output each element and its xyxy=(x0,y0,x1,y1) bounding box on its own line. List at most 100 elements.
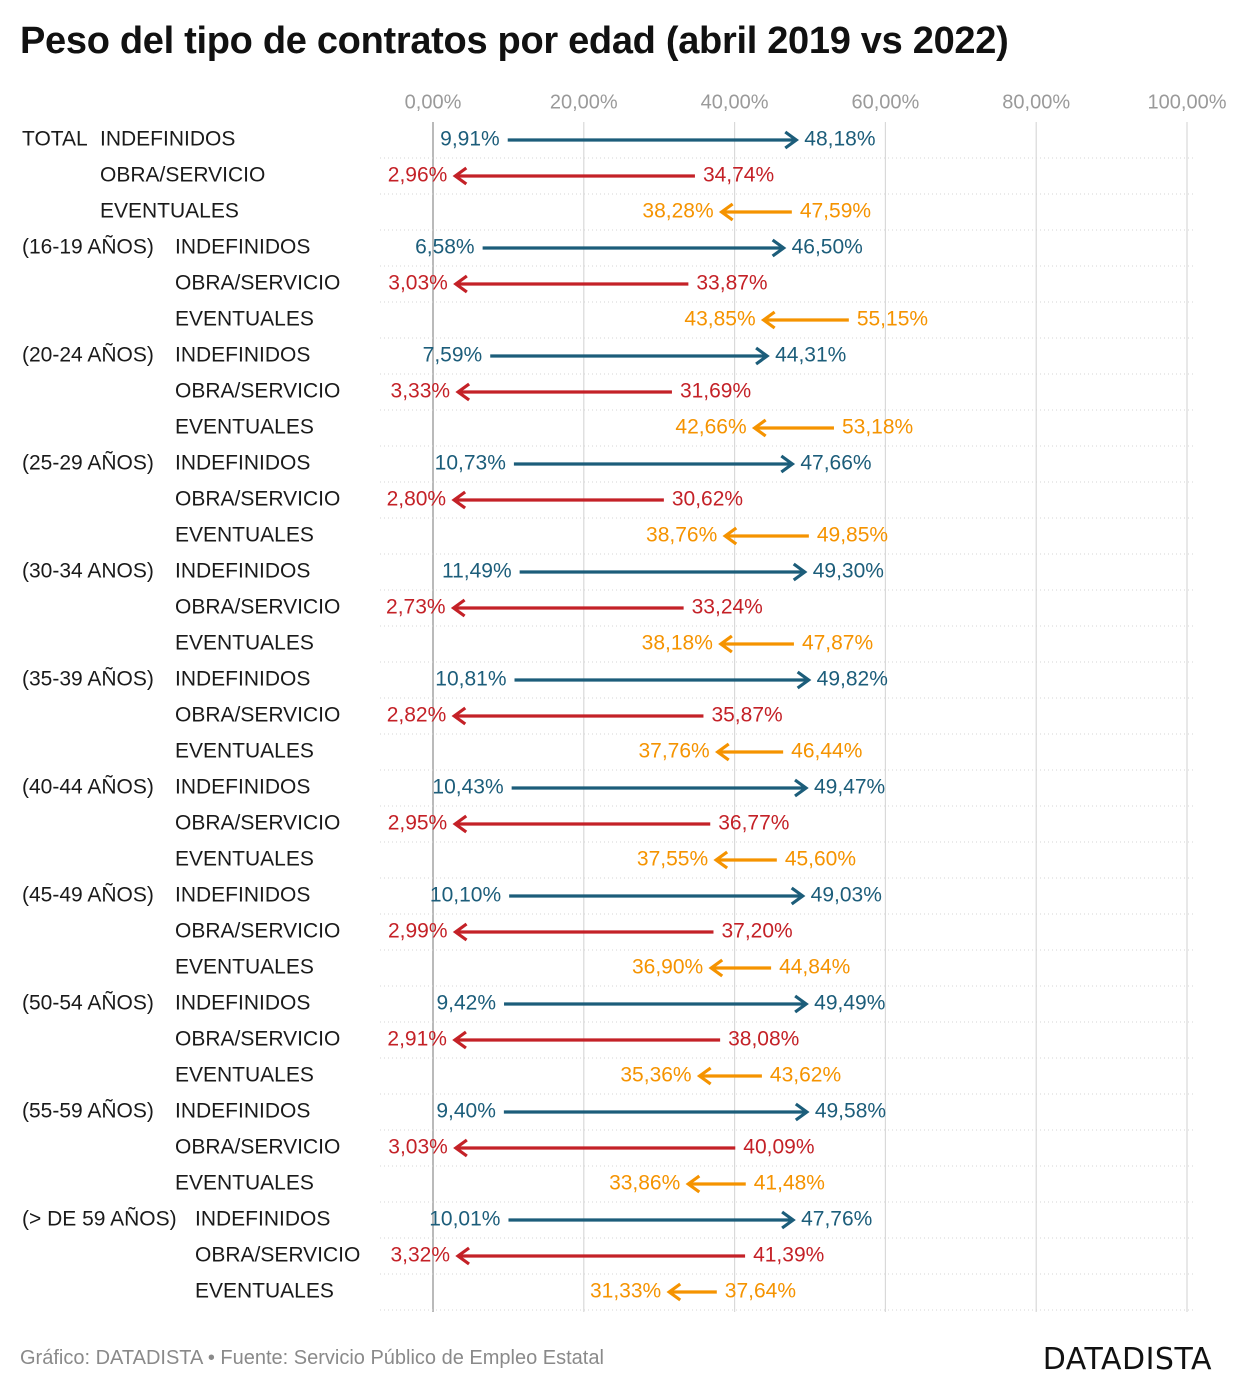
value-label-2022: 37,55% xyxy=(637,848,708,871)
source-note: Gráfico: DATADISTA • Fuente: Servicio Pú… xyxy=(20,1347,604,1369)
row-type-label: OBRA/SERVICIO xyxy=(175,488,340,511)
data-row: (45-49 AÑOS) INDEFINIDOS 10,10% 49,03% xyxy=(22,883,882,907)
data-row: (20-24 AÑOS) INDEFINIDOS 7,59% 44,31% xyxy=(22,343,846,367)
arrow-head xyxy=(453,274,468,294)
value-label-2022: 2,82% xyxy=(387,704,447,727)
chart-title: Peso del tipo de contratos por edad (abr… xyxy=(20,20,1009,62)
row-group-label: (20-24 AÑOS) xyxy=(22,343,154,367)
row-type-label: OBRA/SERVICIO xyxy=(175,920,340,943)
arrow-head xyxy=(792,562,808,582)
data-row: (50-54 AÑOS) INDEFINIDOS 9,42% 49,49% xyxy=(22,991,885,1015)
data-row: OBRA/SERVICIO 2,96% 34,74% xyxy=(100,164,774,187)
row-group-label: TOTAL xyxy=(22,128,88,151)
row-type-label: EVENTUALES xyxy=(175,848,314,871)
row-type-label: EVENTUALES xyxy=(100,200,239,223)
value-label-2022: 2,80% xyxy=(387,488,447,511)
value-label-2019: 33,87% xyxy=(696,272,767,295)
row-type-label: OBRA/SERVICIO xyxy=(175,1028,340,1051)
value-label-2022: 47,66% xyxy=(800,452,871,475)
row-type-label: EVENTUALES xyxy=(175,740,314,763)
value-label-2022: 38,28% xyxy=(642,200,713,223)
value-label-2019: 47,87% xyxy=(802,632,873,655)
value-label-2022: 2,96% xyxy=(388,164,448,187)
data-row: EVENTUALES 36,90% 44,84% xyxy=(175,956,850,979)
row-group-label: (30-34 ANOS) xyxy=(22,560,154,583)
value-label-2019: 10,73% xyxy=(435,452,506,475)
row-type-label: EVENTUALES xyxy=(175,632,314,655)
arrow-head xyxy=(452,922,468,942)
data-row: OBRA/SERVICIO 3,03% 40,09% xyxy=(175,1136,815,1159)
arrow-head xyxy=(722,526,738,546)
value-label-2019: 37,64% xyxy=(725,1280,796,1303)
data-row: (16-19 AÑOS) INDEFINIDOS 6,58% 46,50% xyxy=(22,235,863,259)
data-row: (25-29 AÑOS) INDEFINIDOS 10,73% 47,66% xyxy=(22,451,872,475)
value-label-2019: 9,91% xyxy=(440,128,500,151)
value-label-2019: 49,85% xyxy=(817,524,888,547)
value-label-2022: 46,50% xyxy=(792,236,863,259)
brand-logo: DATADISTA xyxy=(1042,1342,1212,1377)
row-type-label: OBRA/SERVICIO xyxy=(175,812,340,835)
value-label-2019: 41,48% xyxy=(754,1172,825,1195)
arrow-head xyxy=(451,490,467,510)
arrow-head xyxy=(455,382,471,402)
data-row: OBRA/SERVICIO 2,82% 35,87% xyxy=(175,704,783,727)
value-label-2022: 36,90% xyxy=(632,956,703,979)
row-type-label: INDEFINIDOS xyxy=(175,884,310,907)
value-label-2022: 49,03% xyxy=(811,884,882,907)
arrow-head xyxy=(751,418,767,438)
data-row: TOTAL INDEFINIDOS 9,91% 48,18% xyxy=(22,128,876,151)
arrow-head xyxy=(713,850,729,870)
value-label-2022: 49,58% xyxy=(815,1100,886,1123)
arrow-head xyxy=(794,994,809,1014)
row-type-label: OBRA/SERVICIO xyxy=(175,1136,340,1159)
value-label-2019: 35,87% xyxy=(711,704,782,727)
data-row: EVENTUALES 37,76% 46,44% xyxy=(175,740,862,763)
row-group-label: (> DE 59 AÑOS) xyxy=(22,1207,177,1231)
value-label-2022: 37,76% xyxy=(638,740,709,763)
value-label-2019: 43,62% xyxy=(770,1064,841,1087)
value-label-2019: 10,43% xyxy=(432,776,503,799)
row-type-label: OBRA/SERVICIO xyxy=(175,272,340,295)
value-label-2022: 35,36% xyxy=(620,1064,691,1087)
arrow-head xyxy=(452,814,468,834)
value-label-2019: 38,08% xyxy=(728,1028,799,1051)
data-row: (35-39 AÑOS) INDEFINIDOS 10,81% 49,82% xyxy=(22,667,888,691)
x-tick-label: 20,00% xyxy=(550,91,618,113)
value-label-2019: 47,59% xyxy=(800,200,871,223)
data-row: OBRA/SERVICIO 2,73% 33,24% xyxy=(175,596,763,619)
value-label-2019: 30,62% xyxy=(672,488,743,511)
value-label-2019: 34,74% xyxy=(703,164,774,187)
value-label-2022: 31,33% xyxy=(590,1280,661,1303)
value-label-2019: 53,18% xyxy=(842,416,913,439)
value-label-2019: 46,44% xyxy=(791,740,862,763)
arrow-head xyxy=(714,742,730,762)
value-label-2022: 49,49% xyxy=(814,992,885,1015)
data-row: EVENTUALES 31,33% 37,64% xyxy=(195,1280,796,1303)
value-label-2022: 3,32% xyxy=(390,1244,450,1267)
row-type-label: EVENTUALES xyxy=(175,308,314,331)
value-label-2022: 3,03% xyxy=(388,272,448,295)
value-label-2022: 48,18% xyxy=(804,128,875,151)
value-label-2019: 31,69% xyxy=(680,380,751,403)
value-label-2022: 42,66% xyxy=(675,416,746,439)
row-type-label: INDEFINIDOS xyxy=(175,1100,310,1123)
arrow-head xyxy=(780,454,796,474)
arrow-head xyxy=(718,634,733,654)
row-type-label: INDEFINIDOS xyxy=(175,560,310,583)
value-label-2019: 45,60% xyxy=(785,848,856,871)
arrow-head xyxy=(771,238,787,258)
row-type-label: INDEFINIDOS xyxy=(175,668,310,691)
arrow-head xyxy=(451,706,467,726)
arrow-head xyxy=(666,1282,682,1302)
row-type-label: EVENTUALES xyxy=(175,1172,314,1195)
value-label-2022: 33,86% xyxy=(609,1172,680,1195)
value-label-2019: 10,10% xyxy=(430,884,501,907)
row-group-label: (35-39 AÑOS) xyxy=(22,667,154,691)
value-label-2019: 9,42% xyxy=(436,992,496,1015)
value-label-2022: 43,85% xyxy=(684,308,755,331)
x-tick-label: 40,00% xyxy=(701,91,769,113)
row-type-label: INDEFINIDOS xyxy=(100,128,235,151)
value-label-2019: 6,58% xyxy=(415,236,475,259)
value-label-2022: 47,76% xyxy=(801,1208,872,1231)
row-group-label: (45-49 AÑOS) xyxy=(22,883,154,907)
